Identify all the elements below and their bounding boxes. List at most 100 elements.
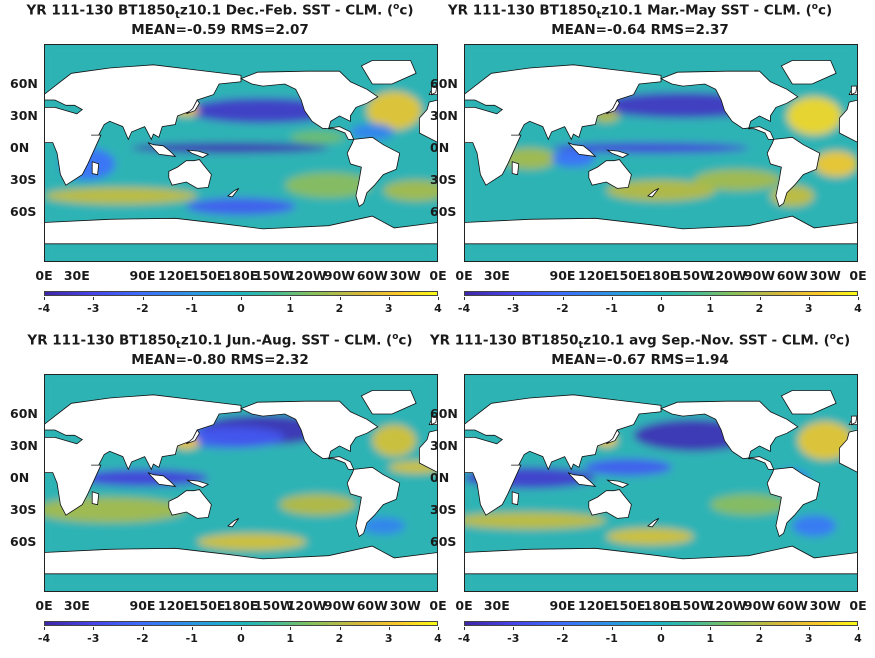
- colorbar-tick: [562, 297, 564, 300]
- land-mass: [780, 60, 837, 85]
- colorbar-tick: [191, 627, 193, 630]
- y-tick-label: 0N: [430, 469, 450, 485]
- title-superscript: o: [393, 2, 400, 12]
- x-tick-label: 150W: [253, 268, 294, 283]
- land-mass: [419, 99, 438, 144]
- anomaly-region: [606, 179, 716, 202]
- land-mass: [431, 415, 438, 426]
- colorbar-tick-label: 3: [804, 302, 813, 315]
- colorbar: [44, 291, 438, 296]
- colorbar-tick: [858, 627, 859, 630]
- y-tick-label: 60S: [430, 533, 457, 549]
- sst-anomaly-map: [464, 44, 858, 262]
- anomaly-region: [290, 130, 345, 144]
- x-tick-label: 30W: [389, 268, 421, 283]
- colorbar-tick: [562, 627, 564, 630]
- sst-map-svg: [464, 44, 858, 262]
- y-tick-label: 60N: [10, 75, 38, 91]
- x-tick-label: 30E: [63, 268, 90, 283]
- title-rest: z10.1 Jun.-Aug. SST - CLM. (: [180, 332, 393, 349]
- x-tick-label: 0E: [35, 268, 53, 283]
- colorbar: [464, 291, 858, 296]
- x-tick-label: 120W: [706, 268, 747, 283]
- colorbar-tick-label: -4: [457, 302, 471, 315]
- title-superscript: o: [392, 332, 399, 342]
- colorbar-tick: [290, 627, 292, 630]
- colorbar-tick-label: 3: [384, 302, 393, 315]
- sst-anomaly-map: [464, 374, 858, 592]
- colorbar-tick: [759, 627, 761, 630]
- colorbar-tick-label: 3: [384, 632, 393, 645]
- anomaly-region: [693, 169, 782, 191]
- colorbar-tick-label: 2: [335, 302, 344, 315]
- land-mass: [464, 64, 662, 186]
- x-tick-label: 60W: [356, 598, 388, 613]
- x-tick-label: 180E: [643, 268, 679, 283]
- colorbar-tick: [142, 297, 144, 300]
- land-mass: [588, 159, 632, 189]
- colorbar-tick: [339, 627, 341, 630]
- colorbar-tick: [438, 627, 439, 630]
- panel-stats: MEAN=-0.64 RMS=2.37: [551, 22, 729, 38]
- colorbar-tick-label: -1: [185, 302, 198, 315]
- sst-panel-jja: YR 111-130 BT1850tz10.1 Jun.-Aug. SST - …: [0, 330, 447, 658]
- land-mass: [186, 99, 200, 115]
- title-rest: z10.1 avg Sep.-Nov. SST - CLM. (: [583, 332, 830, 349]
- land-mass: [605, 479, 630, 488]
- land-mass: [91, 491, 100, 506]
- x-tick-label: 30W: [809, 598, 841, 613]
- title-superscript: o: [829, 332, 836, 342]
- colorbar-tick-label: -2: [136, 632, 149, 645]
- land-mass: [168, 489, 212, 519]
- colorbar-tick-label: -4: [37, 302, 51, 315]
- sst-map-svg: [44, 44, 438, 262]
- x-axis: 0E 30E 90E 120E 150E 180E 150W 120W 90W 60W 30W 0E: [35, 598, 446, 614]
- land-mass: [511, 161, 520, 176]
- title-rest: z10.1 Mar.-May SST - CLM. (: [601, 2, 812, 19]
- title-subscript: t: [175, 10, 180, 22]
- anomaly-region: [606, 528, 694, 546]
- land-mass: [464, 215, 858, 245]
- y-tick-label: 30S: [430, 171, 457, 187]
- land-mass: [227, 518, 240, 528]
- y-tick-label: 30S: [10, 171, 37, 187]
- y-tick-label: 60N: [430, 75, 458, 91]
- land-mass: [851, 415, 858, 426]
- land-mass: [567, 142, 597, 157]
- panel-title: YR 111-130 BT1850tz10.1 avg Sep.-Nov. SS…: [420, 332, 860, 351]
- sst-anomaly-map: [44, 374, 438, 592]
- colorbar-tick-label: -2: [556, 632, 569, 645]
- anomaly-region: [814, 151, 858, 177]
- land-mass: [360, 390, 417, 415]
- x-tick-label: 0E: [455, 598, 473, 613]
- y-tick-label: 30N: [10, 107, 38, 123]
- colorbar-tick-label: -1: [605, 302, 618, 315]
- panel-title: YR 111-130 BT1850tz10.1 Jun.-Aug. SST - …: [0, 332, 440, 351]
- x-tick-label: 90E: [129, 598, 156, 613]
- anomaly-region: [464, 512, 607, 530]
- colorbar-tick: [808, 627, 810, 630]
- colorbar-tick-label: 1: [286, 632, 295, 645]
- land-mass: [44, 215, 438, 245]
- land-mass: [44, 545, 438, 575]
- land-mass: [647, 188, 660, 198]
- colorbar-tick: [142, 627, 144, 630]
- sst-panel-djf: YR 111-130 BT1850tz10.1 Dec.-Feb. SST - …: [0, 0, 447, 328]
- land-mass: [660, 400, 799, 470]
- title-main: YR 111-130 BT1850: [429, 332, 579, 349]
- anomaly-region: [361, 517, 406, 535]
- y-tick-label: 60N: [430, 405, 458, 421]
- x-axis: 0E 30E 90E 120E 150E 180E 150W 120W 90W 60W 30W 0E: [455, 598, 866, 614]
- land-mass: [839, 99, 858, 144]
- x-tick-label: 150W: [253, 598, 294, 613]
- anomaly-region: [175, 426, 285, 449]
- land-mass: [588, 489, 632, 519]
- sst-panel-son: YR 111-130 BT1850tz10.1 avg Sep.-Nov. SS…: [420, 330, 867, 658]
- colorbar-tick: [808, 297, 810, 300]
- title-superscript: o: [811, 2, 818, 12]
- x-tick-label: 120E: [158, 598, 193, 613]
- colorbar-tick: [661, 627, 662, 630]
- colorbar-tick: [93, 627, 95, 630]
- x-tick-label: 90E: [129, 268, 156, 283]
- panel-stats: MEAN=-0.80 RMS=2.32: [131, 352, 309, 368]
